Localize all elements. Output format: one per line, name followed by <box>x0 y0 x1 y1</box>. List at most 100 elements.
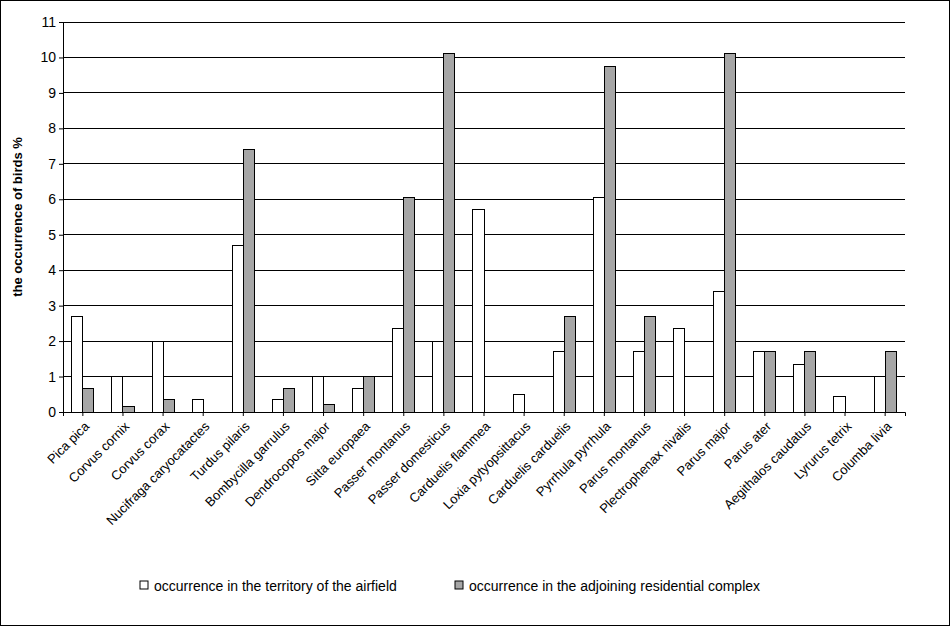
y-tick-mark <box>59 164 63 165</box>
bar <box>484 412 495 413</box>
x-tick-mark <box>82 412 83 416</box>
bar <box>444 54 455 412</box>
x-tick-label: Parus major <box>674 418 735 479</box>
grid-line <box>63 163 905 164</box>
x-tick: Parus montanus <box>576 412 654 496</box>
chart: 01234567891011Pica picaCorvus cornixCorv… <box>0 0 950 626</box>
x-tick-mark <box>283 412 284 416</box>
bar-series <box>83 54 896 412</box>
x-tick-mark <box>323 412 324 416</box>
y-tick-label: 8 <box>48 120 56 136</box>
legend-swatch <box>140 581 148 589</box>
x-tick-mark <box>163 412 164 416</box>
x-tick-mark <box>122 412 123 416</box>
bar <box>123 407 134 412</box>
y-tick-label: 1 <box>48 369 56 385</box>
bar <box>765 352 776 412</box>
bar <box>272 400 283 412</box>
bar <box>313 377 324 412</box>
bar <box>674 329 685 412</box>
x-tick-mark <box>363 412 364 416</box>
bar <box>324 405 335 412</box>
chart-frame <box>1 1 950 626</box>
x-axis: Pica picaCorvus cornixCorvus coraxNucifr… <box>44 412 905 528</box>
bar <box>83 389 94 412</box>
y-tick: 10 <box>40 49 63 65</box>
legend: occurrence in the territory of the airfi… <box>140 578 760 594</box>
y-tick-mark <box>59 412 63 413</box>
y-tick: 7 <box>48 156 63 172</box>
legend-item: occurrence in the adjoining residential … <box>455 578 760 594</box>
bar <box>353 389 364 412</box>
y-tick: 6 <box>48 191 63 207</box>
y-tick: 9 <box>48 85 63 101</box>
y-tick-mark <box>59 235 63 236</box>
x-tick: Columba livia <box>829 412 895 485</box>
bar <box>473 210 484 412</box>
y-tick: 5 <box>48 227 63 243</box>
legend-label: occurrence in the territory of the airfi… <box>154 578 397 594</box>
y-tick-mark <box>59 128 63 129</box>
legend-swatch <box>455 581 463 589</box>
y-axis-title: the occurrence of birds % <box>10 137 25 297</box>
y-tick-label: 7 <box>48 156 56 172</box>
bar <box>794 364 805 412</box>
x-tick-mark <box>403 412 404 416</box>
x-tick-mark <box>443 412 444 416</box>
x-tick-mark <box>684 412 685 416</box>
y-tick-label: 0 <box>48 404 56 420</box>
x-axis-line <box>64 413 906 417</box>
x-tick-label: Columba livia <box>829 418 895 484</box>
bar <box>714 291 725 412</box>
bar <box>874 377 885 412</box>
grid-line <box>63 199 905 200</box>
y-tick-mark <box>59 341 63 342</box>
y-tick: 8 <box>48 120 63 136</box>
bar <box>152 341 163 412</box>
grid-line <box>63 22 905 23</box>
bar <box>754 352 765 412</box>
grid-line <box>63 92 905 93</box>
y-axis: 01234567891011 <box>40 14 63 420</box>
x-tick: Carduelis carduelis <box>485 412 574 508</box>
bar-series <box>72 198 885 413</box>
bar <box>112 377 123 412</box>
grid-line <box>63 128 905 129</box>
y-tick-label: 2 <box>48 333 56 349</box>
bar <box>433 341 444 412</box>
y-tick-mark <box>59 377 63 378</box>
x-tick-mark <box>804 412 805 416</box>
y-tick-label: 11 <box>41 14 56 30</box>
bar <box>593 198 604 413</box>
x-tick: Pyrrhula pyrrhula <box>533 412 614 499</box>
y-tick: 1 <box>48 369 63 385</box>
legend-label: occurrence in the adjoining residential … <box>469 578 760 594</box>
bar <box>393 329 404 412</box>
y-tick-label: 10 <box>40 49 56 65</box>
x-tick-mark <box>564 412 565 416</box>
x-tick-mark <box>484 412 485 416</box>
bar <box>243 150 254 412</box>
y-tick-mark <box>59 306 63 307</box>
y-tick: 2 <box>48 333 63 349</box>
bar <box>564 316 575 412</box>
bar <box>685 412 696 413</box>
bar <box>633 352 644 412</box>
x-tick-mark <box>524 412 525 416</box>
y-tick: 0 <box>48 404 63 420</box>
plot: 01234567891011Pica picaCorvus cornixCorv… <box>40 14 905 528</box>
grid <box>63 22 905 412</box>
y-tick-label: 5 <box>48 227 56 243</box>
x-tick-label: Parus montanus <box>576 418 654 496</box>
y-tick: 4 <box>48 262 63 278</box>
x-tick-mark <box>764 412 765 416</box>
y-tick-label: 6 <box>48 191 56 207</box>
y-tick-mark <box>59 199 63 200</box>
bar <box>203 412 214 413</box>
bar <box>644 316 655 412</box>
x-tick-mark <box>845 412 846 416</box>
x-tick-mark <box>724 412 725 416</box>
bar <box>524 412 535 413</box>
bar <box>404 198 415 413</box>
bar <box>283 389 294 412</box>
